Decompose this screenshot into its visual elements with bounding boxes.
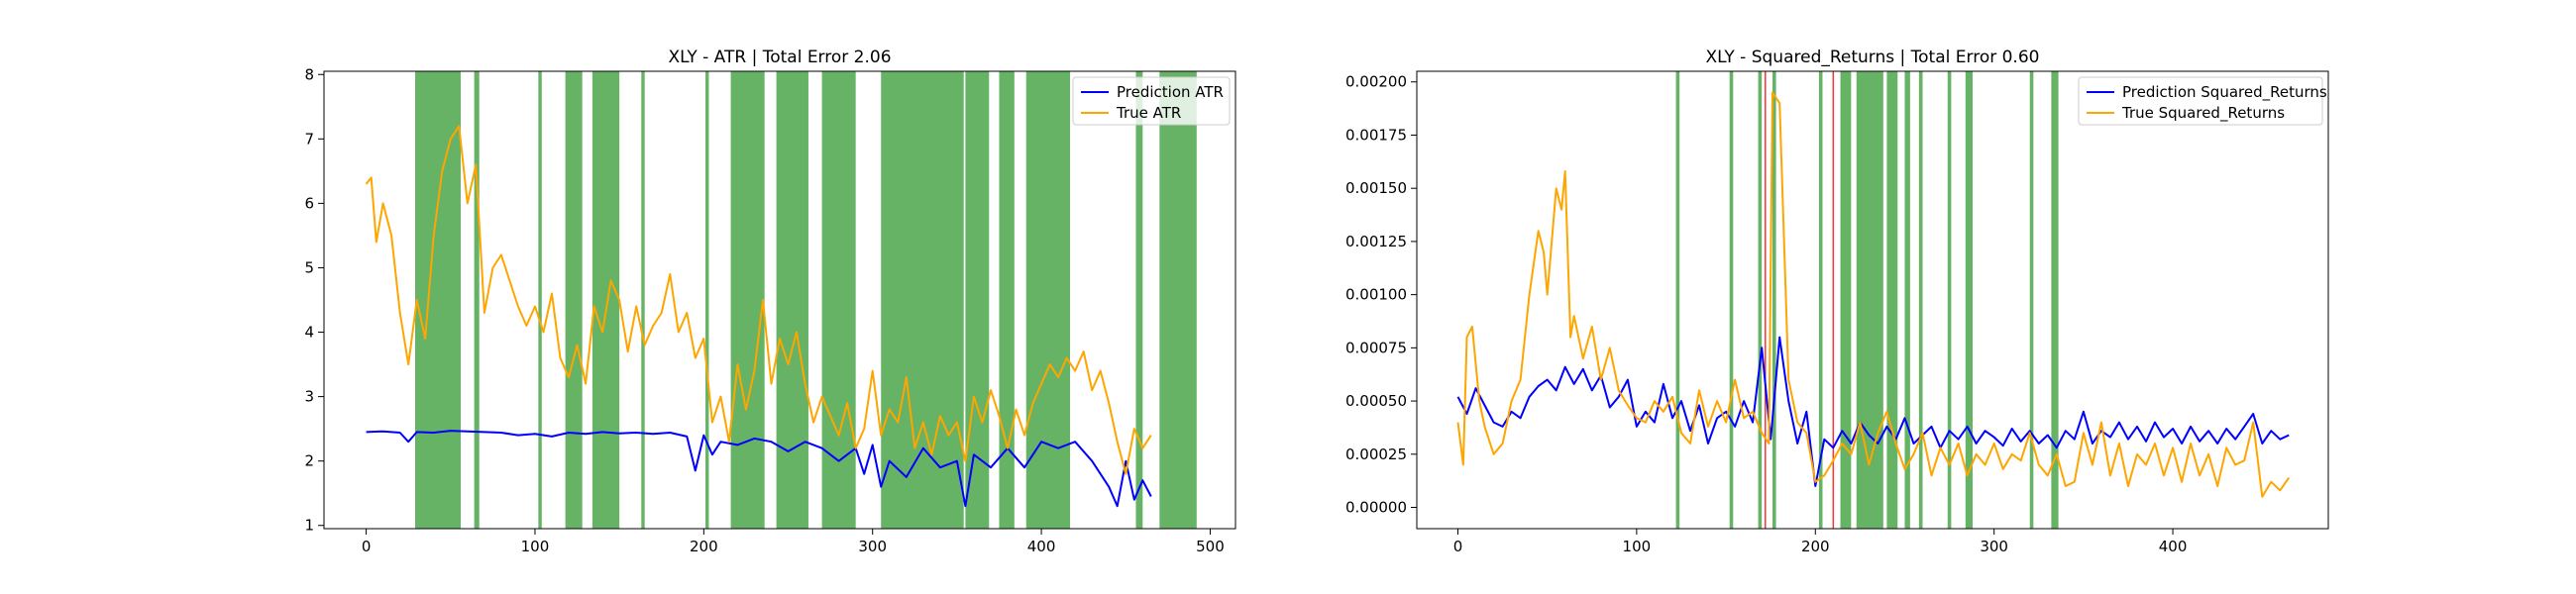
highlight-band bbox=[1025, 71, 1071, 529]
y-tick-label: 0.00075 bbox=[1345, 339, 1407, 356]
highlight-band bbox=[565, 71, 583, 529]
y-tick-label: 3 bbox=[304, 388, 314, 406]
y-tick-label: 0.00150 bbox=[1345, 179, 1407, 197]
x-tick-label: 400 bbox=[1027, 538, 1056, 555]
highlight-band bbox=[1904, 71, 1910, 529]
legend: Prediction Squared_Returns True Squared_R… bbox=[2078, 76, 2327, 126]
chart-title: XLY - Squared_Returns | Total Error 0.60 bbox=[1706, 48, 2040, 67]
y-tick-label: 1 bbox=[304, 517, 314, 535]
highlight-band bbox=[1818, 71, 1823, 529]
legend-box bbox=[2078, 76, 2323, 126]
y-tick-label: 2 bbox=[304, 452, 314, 470]
y-tick-label: 0.00025 bbox=[1345, 446, 1407, 463]
x-tick-label: 100 bbox=[1623, 538, 1652, 555]
series-line-true bbox=[1456, 91, 2291, 498]
y-tick-label: 6 bbox=[304, 194, 314, 212]
series-line-prediction bbox=[366, 430, 1152, 508]
x-tick-label: 200 bbox=[1801, 538, 1830, 555]
y-tick-label: 0.00100 bbox=[1345, 286, 1407, 304]
chart-title: XLY - ATR | Total Error 2.06 bbox=[668, 48, 891, 67]
highlight-band bbox=[1947, 71, 1952, 529]
legend-label: True Squared_Returns bbox=[2121, 104, 2285, 123]
legend-label: True ATR bbox=[1116, 104, 1181, 122]
highlight-band bbox=[1758, 71, 1763, 529]
highlight-band bbox=[474, 71, 480, 529]
legend: Prediction ATR True ATR bbox=[1072, 76, 1231, 126]
y-tick-label: 4 bbox=[304, 324, 314, 342]
highlight-band bbox=[2029, 71, 2034, 529]
chart-atr: XLY - ATR | Total Error 2.06 0 100 200 300 40… bbox=[304, 48, 1236, 555]
highlight-band bbox=[415, 71, 461, 529]
highlight-band bbox=[1675, 71, 1680, 529]
highlight-band bbox=[705, 71, 709, 529]
highlight-band bbox=[591, 71, 620, 529]
highlight-band bbox=[1840, 71, 1852, 529]
x-tick-label: 400 bbox=[2159, 538, 2188, 555]
x-tick-label: 100 bbox=[521, 538, 550, 555]
plot-area bbox=[1456, 71, 2291, 529]
legend-label: Prediction ATR bbox=[1117, 83, 1224, 101]
highlight-band bbox=[641, 71, 645, 529]
plot-frame bbox=[1416, 70, 2329, 530]
x-tick-label: 500 bbox=[1196, 538, 1225, 555]
y-tick-label: 0.00050 bbox=[1345, 392, 1407, 410]
plot-area bbox=[365, 71, 1197, 529]
y-tick-label: 7 bbox=[304, 130, 314, 148]
highlight-band bbox=[881, 71, 964, 529]
highlight-band bbox=[1135, 71, 1143, 529]
plot-frame bbox=[323, 70, 1236, 530]
chart-squared-returns: XLY - Squared_Returns | Total Error 0.60… bbox=[1345, 48, 2329, 555]
y-tick-label: 8 bbox=[304, 65, 314, 83]
highlight-band bbox=[1965, 71, 1974, 529]
highlight-band bbox=[1886, 71, 1898, 529]
y-tick-label: 0.00200 bbox=[1345, 73, 1407, 91]
highlight-band bbox=[538, 71, 542, 529]
highlight-band bbox=[1771, 71, 1776, 529]
y-tick-label: 5 bbox=[304, 258, 314, 276]
highlight-band bbox=[1918, 71, 1923, 529]
x-tick-label: 200 bbox=[690, 538, 718, 555]
highlight-band bbox=[1856, 71, 1883, 529]
legend-label: Prediction Squared_Returns bbox=[2122, 83, 2327, 102]
x-tick-label: 0 bbox=[362, 538, 372, 555]
x-tick-label: 300 bbox=[1980, 538, 2008, 555]
y-tick-label: 0.00175 bbox=[1345, 126, 1407, 144]
highlight-band bbox=[1729, 71, 1734, 529]
y-tick-label: 0.00000 bbox=[1345, 499, 1407, 517]
highlight-band bbox=[776, 71, 808, 529]
x-tick-label: 300 bbox=[858, 538, 887, 555]
x-tick-label: 0 bbox=[1453, 538, 1463, 555]
y-tick-label: 0.00125 bbox=[1345, 233, 1407, 250]
legend-box bbox=[1072, 76, 1231, 126]
highlight-band bbox=[730, 71, 765, 529]
highlight-band bbox=[999, 71, 1015, 529]
series-line-prediction bbox=[1456, 336, 2290, 487]
highlight-band bbox=[1159, 71, 1197, 529]
series-line-true bbox=[365, 125, 1152, 475]
highlight-band bbox=[2051, 71, 2059, 529]
highlight-band bbox=[965, 71, 990, 529]
